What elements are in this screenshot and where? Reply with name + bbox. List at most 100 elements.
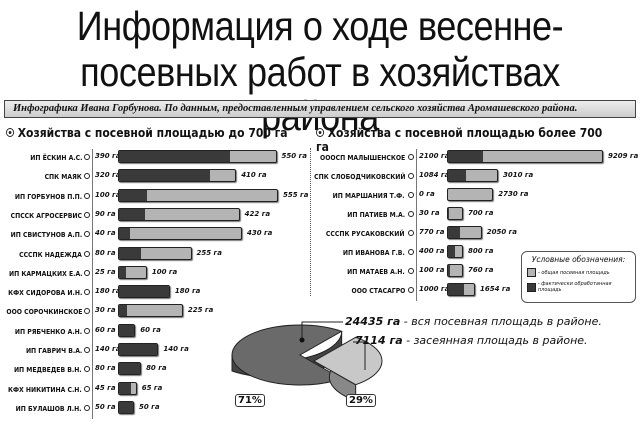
legend-swatch	[527, 282, 536, 292]
processed-value-label: 100 га	[95, 190, 121, 199]
bar-processed	[119, 401, 133, 413]
bar-processed	[119, 363, 141, 375]
processed-value-label: 390 га	[95, 152, 121, 160]
category-marker	[408, 268, 414, 274]
total-value-label: 80 га	[146, 364, 167, 373]
bar-total	[118, 207, 240, 221]
bar-processed	[119, 228, 131, 240]
leader-line	[301, 321, 343, 340]
pie-label-71: 71%	[235, 394, 265, 407]
processed-value-label: 770 га	[419, 228, 445, 236]
axis-line	[92, 149, 93, 420]
processed-value-label: 45 га	[95, 383, 116, 392]
bar-processed	[119, 286, 169, 298]
total-value-label: 9209 га	[608, 152, 639, 160]
bar-total	[118, 343, 159, 356]
processed-value-label: 25 га	[95, 267, 116, 276]
total-value-label: 3010 га	[502, 171, 534, 179]
category-label: ООО СТАСАГРО	[351, 286, 405, 295]
bar-processed	[119, 151, 230, 162]
bar-processed	[119, 208, 145, 220]
processed-value-label: 50 га	[95, 402, 116, 411]
processed-value-label: 1000 га	[419, 285, 450, 293]
processed-value-label: 0 га	[419, 190, 435, 198]
processed-value-label: 90 га	[95, 209, 116, 218]
legend: Условные обозначения: - общая посевная п…	[521, 251, 636, 303]
annotation-value: 7114 га	[355, 334, 403, 347]
category-label: СПССК АГРОСЕРВИС	[10, 210, 82, 220]
total-value-label: 2050 га	[486, 228, 518, 236]
total-value-label: 430 га	[246, 229, 273, 238]
category-label: ИП МАРШАНИЯ Т.Ф.	[333, 191, 405, 200]
bar-total	[118, 323, 136, 337]
category-marker	[408, 154, 414, 160]
category-marker	[84, 231, 90, 238]
category-label: СПК МАЯК	[44, 172, 82, 182]
bar-total	[447, 207, 463, 220]
category-marker	[408, 230, 414, 236]
bar-processed	[448, 208, 449, 219]
bar-total	[118, 188, 278, 202]
legend-label: - фактически обработанная площадь	[537, 281, 612, 293]
total-value-label: 422 га	[244, 209, 271, 218]
bar-total	[118, 285, 170, 299]
processed-value-label: 60 га	[95, 325, 116, 334]
total-value-label: 225 га	[187, 306, 214, 315]
bar-processed	[119, 344, 158, 355]
processed-value-label: 40 га	[95, 229, 116, 238]
category-marker	[84, 366, 90, 373]
processed-value-label: 30 га	[419, 209, 440, 217]
category-label: ИП ИВАНОВА Г.В.	[343, 248, 405, 257]
bar-total	[447, 226, 482, 239]
category-marker	[84, 308, 90, 315]
bar-processed	[119, 305, 128, 317]
category-marker	[84, 269, 90, 276]
bar-total	[447, 245, 463, 258]
title-line-2: посевных работ в хозяйствах района	[80, 49, 560, 138]
category-marker	[84, 250, 90, 257]
total-value-label: 60 га	[140, 325, 161, 334]
bar-total	[447, 264, 463, 277]
leader-line	[353, 341, 366, 370]
category-label: ИП БУЛАШОВ Л.Н.	[16, 403, 82, 413]
category-marker	[408, 211, 414, 217]
bar-processed	[448, 170, 466, 181]
processed-value-label: 30 га	[95, 306, 116, 315]
processed-value-label: 180 га	[95, 287, 121, 296]
subtitle-banner: Инфографика Ивана Горбунова. По данным, …	[4, 100, 636, 118]
bar-total	[447, 188, 494, 201]
legend-label: - общая посевная площадь	[538, 269, 610, 276]
bar-total	[118, 150, 277, 163]
total-value-label: 140 га	[163, 345, 189, 353]
category-label: ИП КАРМАЦКИХ Е.А.	[8, 268, 82, 278]
bar-processed	[448, 265, 450, 276]
bar-total	[118, 362, 142, 376]
leader-dot	[299, 337, 305, 343]
legend-item-processed: - фактически обработанная площадь	[527, 281, 635, 293]
category-marker	[84, 385, 90, 392]
category-marker	[408, 192, 414, 198]
bullet-icon	[316, 128, 325, 137]
category-label: ИП РЯБЧЕНКО А.Н.	[14, 326, 82, 336]
category-label: КФХ СИДОРОВА И.Н.	[7, 288, 82, 298]
total-value-label: 50 га	[139, 402, 160, 411]
category-marker	[84, 327, 90, 334]
bar-total	[118, 169, 237, 183]
bar-processed	[448, 227, 461, 238]
category-marker	[84, 211, 90, 218]
processed-value-label: 100 га	[419, 266, 445, 274]
bar-total	[447, 283, 476, 296]
total-value-label: 800 га	[468, 247, 494, 255]
bar-total	[118, 265, 147, 279]
total-value-label: 550 га	[281, 152, 307, 160]
bar-processed	[448, 151, 484, 162]
total-value-label: 1654 га	[480, 285, 511, 293]
total-value-label: 700 га	[468, 209, 494, 217]
category-label: СПК СЛОБОДЧИКОВСКИЙ	[313, 172, 405, 181]
category-marker	[84, 404, 90, 411]
annotation-value: 24435 га	[345, 315, 401, 328]
bar-processed	[448, 246, 455, 257]
category-label: ИП ЁСКИН А.С.	[29, 153, 82, 162]
bar-processed	[119, 324, 135, 336]
category-label: ИП МАТАЕВ А.Н.	[347, 267, 405, 276]
